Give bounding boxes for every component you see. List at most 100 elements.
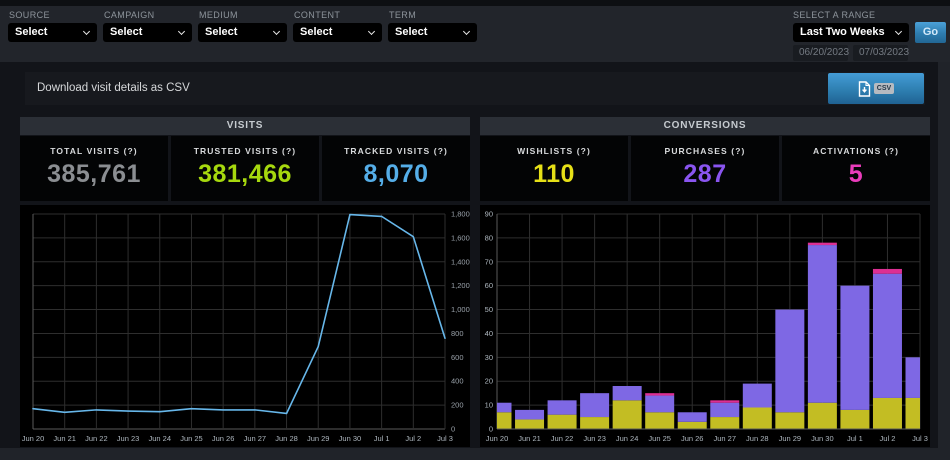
top-strip <box>0 0 950 6</box>
svg-text:Jun 21: Jun 21 <box>53 434 76 443</box>
svg-text:50: 50 <box>485 305 493 314</box>
svg-text:80: 80 <box>485 233 493 242</box>
svg-text:Jun 24: Jun 24 <box>149 434 172 443</box>
campaign-select-value: Select <box>110 26 143 38</box>
csv-download-text: Download visit details as CSV <box>37 82 190 94</box>
svg-text:Jun 26: Jun 26 <box>212 434 235 443</box>
svg-text:600: 600 <box>451 353 464 362</box>
svg-text:Jun 23: Jun 23 <box>583 434 606 443</box>
stat-label: TRACKED VISITS (?) <box>344 146 448 156</box>
medium-select-value: Select <box>205 26 238 38</box>
stat-label: ACTIVATIONS (?) <box>812 146 900 156</box>
go-button[interactable]: Go <box>915 22 946 43</box>
svg-text:Jun 29: Jun 29 <box>779 434 802 443</box>
svg-text:Jun 28: Jun 28 <box>746 434 769 443</box>
svg-text:Jun 24: Jun 24 <box>616 434 639 443</box>
svg-text:Jun 22: Jun 22 <box>551 434 574 443</box>
filter-group-content: CONTENT Select <box>293 6 382 62</box>
visits-line-chart: 0 200 400 600 800 1,000 1,200 1,400 1,600 1,800 Ju… <box>20 205 470 447</box>
filter-group-term: TERM Select <box>388 6 477 62</box>
range-label: SELECT A RANGE <box>793 10 876 20</box>
svg-text:800: 800 <box>451 329 464 338</box>
medium-select[interactable]: Select <box>198 23 287 42</box>
content-label: CONTENT <box>294 10 341 20</box>
stat-value: 8,070 <box>363 160 429 188</box>
svg-text:10: 10 <box>485 401 493 410</box>
end-date-field[interactable]: 07/03/2023 <box>853 45 909 61</box>
svg-text:Jun 25: Jun 25 <box>180 434 203 443</box>
svg-text:40: 40 <box>485 329 493 338</box>
csv-download-row: Download visit details as CSV CSV <box>25 72 925 105</box>
svg-text:0: 0 <box>489 425 493 434</box>
svg-text:Jun 30: Jun 30 <box>811 434 834 443</box>
stat-value: 110 <box>533 160 575 188</box>
stat-trusted-visits: TRUSTED VISITS (?) 381,466 <box>171 136 319 201</box>
content-select[interactable]: Select <box>293 23 382 42</box>
stat-tracked-visits: TRACKED VISITS (?) 8,070 <box>322 136 470 201</box>
stat-activations: ACTIVATIONS (?) 5 <box>782 136 930 201</box>
svg-text:Jul 2: Jul 2 <box>405 434 421 443</box>
svg-text:Jun 20: Jun 20 <box>486 434 509 443</box>
source-select[interactable]: Select <box>8 23 97 42</box>
svg-text:30: 30 <box>485 353 493 362</box>
stat-value: 381,466 <box>198 160 292 188</box>
medium-label: MEDIUM <box>199 10 238 20</box>
stat-value: 287 <box>683 160 727 188</box>
visits-stats-row: TOTAL VISITS (?) 385,761 TRUSTED VISITS … <box>20 136 470 201</box>
chevron-down-icon <box>367 27 376 36</box>
source-label: SOURCE <box>9 10 50 20</box>
svg-text:0: 0 <box>451 425 455 434</box>
svg-text:Jun 25: Jun 25 <box>648 434 671 443</box>
svg-text:Jun 27: Jun 27 <box>714 434 737 443</box>
csv-badge-label: CSV <box>873 83 895 94</box>
visits-section-header: VISITS <box>20 117 470 135</box>
term-select-value: Select <box>395 26 428 38</box>
svg-text:Jun 29: Jun 29 <box>307 434 330 443</box>
svg-text:70: 70 <box>485 257 493 266</box>
stat-label: TOTAL VISITS (?) <box>50 146 138 156</box>
svg-text:20: 20 <box>485 377 493 386</box>
download-csv-button[interactable]: CSV <box>828 73 924 104</box>
svg-text:Jun 21: Jun 21 <box>518 434 541 443</box>
svg-text:1,600: 1,600 <box>451 233 470 242</box>
download-csv-icon <box>858 80 870 97</box>
filter-group-campaign: CAMPAIGN Select <box>103 6 192 62</box>
svg-text:200: 200 <box>451 401 464 410</box>
chevron-down-icon <box>272 27 281 36</box>
stat-label: PURCHASES (?) <box>664 146 746 156</box>
campaign-label: CAMPAIGN <box>104 10 155 20</box>
chevron-down-icon <box>462 27 471 36</box>
svg-text:1,400: 1,400 <box>451 257 470 266</box>
stat-wishlists: WISHLISTS (?) 110 <box>480 136 628 201</box>
stat-total-visits: TOTAL VISITS (?) 385,761 <box>20 136 168 201</box>
chevron-down-icon <box>82 27 91 36</box>
svg-text:Jun 28: Jun 28 <box>275 434 298 443</box>
svg-text:Jun 22: Jun 22 <box>85 434 108 443</box>
conversions-stats-row: WISHLISTS (?) 110 PURCHASES (?) 287 ACTI… <box>480 136 930 201</box>
svg-text:400: 400 <box>451 377 464 386</box>
stat-value: 385,761 <box>47 160 141 188</box>
svg-text:Jul 3: Jul 3 <box>912 434 928 443</box>
content-select-value: Select <box>300 26 333 38</box>
stat-value: 5 <box>848 160 864 188</box>
chevron-down-icon <box>177 27 186 36</box>
chevron-down-icon <box>894 27 903 36</box>
term-select[interactable]: Select <box>388 23 477 42</box>
filter-bar: SOURCE Select CAMPAIGN Select MEDIUM Sel… <box>0 6 950 62</box>
range-select-value: Last Two Weeks <box>800 26 885 38</box>
svg-text:90: 90 <box>485 210 493 219</box>
conversions-section-header: CONVERSIONS <box>480 117 930 135</box>
range-select[interactable]: Last Two Weeks <box>793 23 909 42</box>
svg-text:Jul 3: Jul 3 <box>437 434 453 443</box>
filter-group-medium: MEDIUM Select <box>198 6 287 62</box>
stat-purchases: PURCHASES (?) 287 <box>631 136 779 201</box>
svg-text:Jun 20: Jun 20 <box>22 434 45 443</box>
svg-text:Jun 30: Jun 30 <box>339 434 362 443</box>
campaign-select[interactable]: Select <box>103 23 192 42</box>
start-date-field[interactable]: 06/20/2023 <box>793 45 849 61</box>
svg-text:1,800: 1,800 <box>451 210 470 219</box>
svg-text:Jul 2: Jul 2 <box>880 434 896 443</box>
svg-text:Jun 27: Jun 27 <box>244 434 267 443</box>
svg-text:Jul 1: Jul 1 <box>374 434 390 443</box>
